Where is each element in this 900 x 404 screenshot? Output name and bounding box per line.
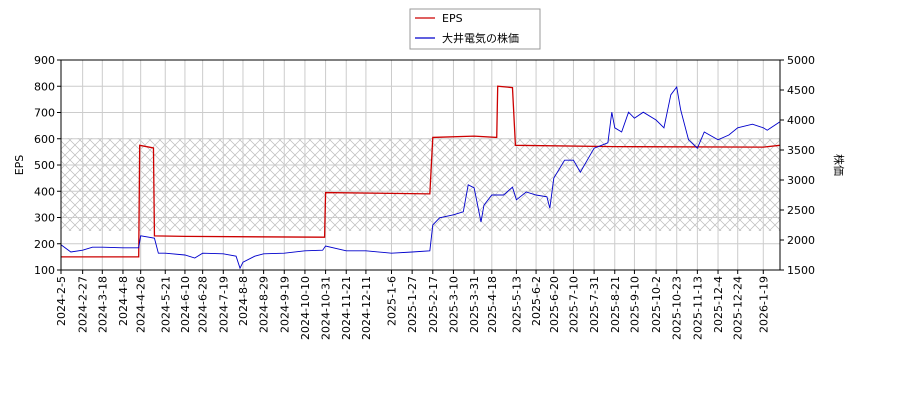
x-tick-label: 2025-12-4 <box>712 276 725 333</box>
x-tick-label: 2025-6-20 <box>548 276 561 333</box>
x-tick-label: 2024-7-19 <box>217 276 230 333</box>
y-tick-label: 800 <box>34 80 55 93</box>
grid <box>60 59 780 271</box>
y-tick-label: 100 <box>34 264 55 277</box>
x-tick-label: 2025-12-24 <box>732 276 745 340</box>
x-tick-label: 2025-2-17 <box>427 276 440 333</box>
y2-tick-label: 5000 <box>787 54 815 67</box>
y2-tick-label: 4500 <box>787 84 815 97</box>
x-tick-label: 2024-2-5 <box>55 276 68 326</box>
lines <box>60 85 781 270</box>
x-tick-label: 2024-8-8 <box>237 276 250 326</box>
y-tick-label: 400 <box>34 185 55 198</box>
legend-box <box>409 8 541 50</box>
x-tick-label: 2025-5-13 <box>510 276 523 333</box>
y2-axis-label: 株価 <box>832 154 846 176</box>
legend: EPS 大井電気の株価 <box>415 12 519 45</box>
x-tick-label: 2024-2-27 <box>77 276 90 333</box>
x-tick-label: 2025-10-23 <box>671 276 684 340</box>
y2-tick-label: 3500 <box>787 144 815 157</box>
y-tick-label: 500 <box>34 159 55 172</box>
x-tick-label: 2024-3-18 <box>96 276 109 333</box>
x-tick-label: 2025-11-13 <box>691 276 704 340</box>
x-tick-label: 2024-5-21 <box>159 276 172 333</box>
y2-tick-label: 1500 <box>787 264 815 277</box>
y2-tick-label: 2000 <box>787 234 815 247</box>
x-tick-label: 2025-1-6 <box>385 276 398 326</box>
hatched-band <box>61 138 780 231</box>
series-line <box>60 85 781 270</box>
y2-tick-label: 2500 <box>787 204 815 217</box>
x-tick-label: 2024-6-10 <box>179 276 192 333</box>
x-tick-label: 2025-1-27 <box>406 276 419 333</box>
x-tick-label: 2024-9-19 <box>278 276 291 333</box>
x-tick-label: 2024-10-10 <box>299 276 312 340</box>
y-tick-label: 700 <box>34 107 55 120</box>
x-tick-label: 2024-11-21 <box>340 276 353 340</box>
y2-tick-label: 4000 <box>787 114 815 127</box>
y-tick-label: 600 <box>34 133 55 146</box>
x-tick-label: 2025-3-10 <box>447 276 460 333</box>
x-tick-label: 2025-9-10 <box>628 276 641 333</box>
legend-label: EPS <box>442 12 463 25</box>
x-tick-label: 2025-7-10 <box>567 276 580 333</box>
x-tick-label: 2025-8-21 <box>609 276 622 333</box>
x-tick-label: 2024-4-26 <box>135 276 148 333</box>
y-tick-label: 200 <box>34 238 55 251</box>
x-tick-label: 2025-10-2 <box>650 276 663 333</box>
y-tick-label: 300 <box>34 212 55 225</box>
x-tick-label: 2024-8-29 <box>258 276 271 333</box>
x-tick-label: 2024-12-11 <box>360 276 373 340</box>
y-axis-label: EPS <box>13 155 26 176</box>
y2-tick-label: 3000 <box>787 174 815 187</box>
legend-label: 大井電気の株価 <box>442 31 519 45</box>
x-tick-label: 2025-3-31 <box>468 276 481 333</box>
x-tick-label: 2024-6-28 <box>197 276 210 333</box>
y-tick-label: 900 <box>34 54 55 67</box>
x-tick-label: 2025-7-31 <box>588 276 601 333</box>
series-line <box>61 85 781 258</box>
x-tick-label: 2026-1-19 <box>757 276 770 333</box>
x-tick-label: 2024-4-8 <box>117 276 130 326</box>
x-tick-label: 2024-10-31 <box>320 276 333 340</box>
x-tick-label: 2025-6-2 <box>530 276 543 326</box>
x-tick-label: 2025-4-18 <box>486 276 499 333</box>
